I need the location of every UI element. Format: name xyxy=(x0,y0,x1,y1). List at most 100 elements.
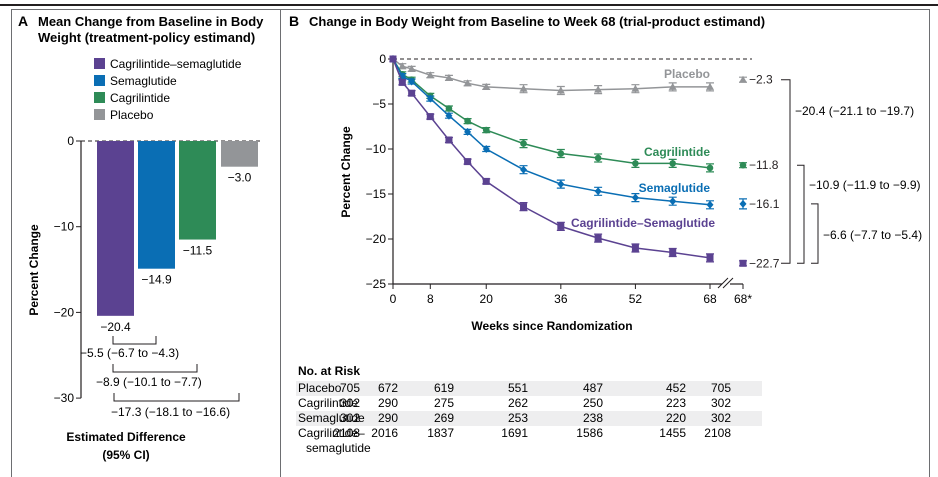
difference-label: −17.3 (−18.1 to −16.6) xyxy=(111,405,230,419)
legend-label-semaglutide: Semaglutide xyxy=(110,74,177,88)
panel-b-title: Change in Body Weight from Baseline to W… xyxy=(309,14,765,29)
difference-bracket xyxy=(781,79,791,264)
bar-value-label: −20.4 xyxy=(100,320,131,334)
data-point-placebo xyxy=(407,64,416,72)
data-point-cagrilintide xyxy=(482,126,490,134)
data-point-cagrisema xyxy=(398,78,406,86)
panel-b-x-tick-label: 68* xyxy=(734,292,752,306)
panel-a-y-tick-label: −20 xyxy=(54,305,75,319)
data-point-cagrilintide xyxy=(632,160,639,167)
final-estimate-marker-semaglutide xyxy=(739,199,747,208)
at-risk-value: 269 xyxy=(434,411,454,425)
panel-a-y-axis-label: Percent Change xyxy=(27,224,41,316)
data-point-placebo xyxy=(668,82,677,90)
difference-label: −20.4 (−21.1 to −19.7) xyxy=(795,104,914,118)
at-risk-value: 672 xyxy=(378,381,398,395)
difference-bracket xyxy=(797,164,805,264)
series-placebo: −2.3 xyxy=(389,55,773,96)
data-point-placebo xyxy=(706,82,714,90)
at-risk-value: 302 xyxy=(711,411,731,425)
panel-b-x-axis-label: Weeks since Randomization xyxy=(471,319,632,333)
data-point-cagrilintide xyxy=(445,105,453,112)
at-risk-value: 220 xyxy=(666,411,686,425)
panel-a-letter: A xyxy=(18,13,28,29)
panel-b-x-tick-label: 0 xyxy=(390,292,397,306)
at-risk-row-label: Cagrilintide– xyxy=(298,426,365,440)
data-point-cagrisema xyxy=(389,55,397,63)
final-estimate-marker-cagrisema xyxy=(739,259,747,267)
legend-swatch-semaglutide xyxy=(94,75,105,86)
panel-b-letter: B xyxy=(289,13,299,29)
data-point-cagrisema xyxy=(520,203,528,211)
data-point-semaglutide xyxy=(408,77,416,86)
bar-placebo xyxy=(221,141,258,167)
legend-swatch-cagrisema xyxy=(94,58,105,69)
data-point-semaglutide xyxy=(482,145,490,153)
panel-b-x-tick-label: 52 xyxy=(629,292,643,306)
panel-b-y-tick-label: −25 xyxy=(366,277,387,291)
at-risk-value: 705 xyxy=(340,381,360,395)
data-point-cagrilintide xyxy=(557,150,565,157)
at-risk-value: 262 xyxy=(508,396,528,410)
difference-bracket xyxy=(112,336,157,345)
at-risk-value: 2108 xyxy=(333,426,360,440)
difference-label: −10.9 (−11.9 to −9.9) xyxy=(809,178,921,192)
at-risk-row-label: Semaglutide xyxy=(298,411,365,425)
data-point-cagrisema xyxy=(445,136,453,144)
at-risk-value: 238 xyxy=(583,411,603,425)
data-point-placebo xyxy=(631,84,640,92)
at-risk-value: 487 xyxy=(583,381,603,395)
at-risk-value: 290 xyxy=(378,396,398,410)
panel-divider xyxy=(280,9,281,477)
at-risk-value: 705 xyxy=(711,381,731,395)
at-risk-row-band xyxy=(296,411,762,426)
bar-value-label: −11.5 xyxy=(183,244,213,258)
data-point-semaglutide xyxy=(706,200,714,209)
panel-a-y-tick-label: −10 xyxy=(54,220,75,234)
data-point-placebo xyxy=(519,84,528,92)
data-point-cagrisema xyxy=(706,254,714,262)
data-point-cagrilintide xyxy=(669,160,677,167)
at-risk-value: 275 xyxy=(434,396,454,410)
at-risk-value: 250 xyxy=(583,396,603,410)
final-estimate-marker-cagrilintide xyxy=(739,161,747,169)
difference-label: −6.6 (−7.7 to −5.4) xyxy=(823,228,922,242)
legend-label-cagrisema: Cagrilintide–semaglutide xyxy=(110,57,242,71)
at-risk-value: 253 xyxy=(508,411,528,425)
at-risk-row-label: semaglutide xyxy=(306,441,371,455)
legend-label-placebo: Placebo xyxy=(110,108,154,122)
data-point-placebo xyxy=(444,73,453,81)
data-point-semaglutide xyxy=(557,180,565,189)
difference-bracket xyxy=(811,203,819,264)
at-risk-value: 1837 xyxy=(427,426,454,440)
panel-a-footer-line2: (95% CI) xyxy=(102,448,149,462)
at-risk-row-label: Cagrilintide xyxy=(298,396,358,410)
panel-b-y-tick-label: −5 xyxy=(372,97,386,111)
data-point-semaglutide xyxy=(520,165,528,174)
legend-label-cagrilintide: Cagrilintide xyxy=(110,91,170,105)
panel-b-y-tick-label: 0 xyxy=(379,52,386,66)
at-risk-value: 302 xyxy=(340,396,360,410)
panel-b-y-axis-label: Percent Change xyxy=(339,126,353,218)
top-rule xyxy=(0,4,938,6)
data-point-cagrilintide xyxy=(706,164,714,172)
at-risk-value: 1455 xyxy=(659,426,686,440)
final-estimate-label-semaglutide: −16.1 xyxy=(749,197,780,211)
difference-bracket xyxy=(112,364,198,373)
at-risk-row-label: Placebo xyxy=(298,381,342,395)
legend-swatch-cagrilintide xyxy=(94,92,105,103)
difference-bracket xyxy=(113,393,240,402)
data-point-placebo xyxy=(594,85,603,93)
final-estimate-label-cagrilintide: −11.8 xyxy=(749,158,779,172)
data-point-cagrilintide xyxy=(594,154,602,162)
data-point-placebo xyxy=(482,82,491,90)
final-estimate-marker-placebo xyxy=(739,75,747,83)
data-point-cagrisema xyxy=(669,249,677,256)
panel-a-title-line2: Weight (treatment-policy estimand) xyxy=(38,30,255,45)
data-point-placebo xyxy=(398,62,407,70)
data-point-semaglutide xyxy=(669,197,677,206)
at-risk-value: 2016 xyxy=(371,426,398,440)
at-risk-value: 1586 xyxy=(576,426,603,440)
